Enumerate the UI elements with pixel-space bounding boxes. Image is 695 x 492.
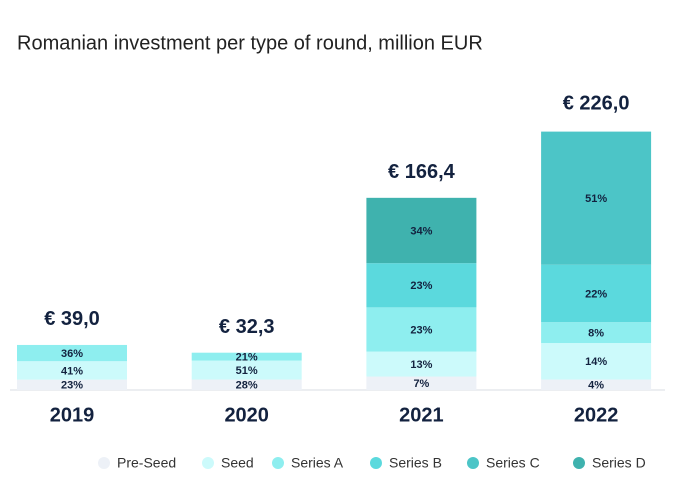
x-tick-label: 2021 [399,404,444,426]
segment-label: 34% [410,225,432,237]
segment-label: 22% [585,288,607,300]
bar-segment [366,263,477,308]
bar-segment [191,352,302,361]
bar-segment [366,197,477,264]
segment-label: 28% [236,380,258,392]
bar-segment [17,379,127,390]
bar-segment [541,343,652,380]
total-label: € 226,0 [563,92,630,114]
chart-title: Romanian investment per type of round, m… [17,32,483,54]
legend-marker [573,457,585,469]
legend-label: Pre-Seed [117,455,176,471]
bar-segment [17,361,127,380]
x-tick-label: 2022 [574,404,619,426]
bar-segment [191,360,302,380]
segment-label: 23% [61,380,83,392]
segment-label: 23% [410,324,432,336]
segment-label: 51% [236,365,258,377]
segment-label: 36% [61,348,83,360]
bar-segment [366,307,477,352]
segment-label: 21% [236,352,258,364]
legend-label: Series C [486,455,540,471]
segment-label: 23% [410,280,432,292]
legend-label: Series A [291,455,344,471]
total-label: € 32,3 [219,316,275,338]
legend-marker [98,457,110,469]
segment-label: 4% [588,380,604,392]
bar-segment [17,344,127,362]
bar-segment [541,379,652,390]
segment-label: 14% [585,356,607,368]
legend-marker [467,457,479,469]
total-label: € 166,4 [388,161,456,183]
legend-label: Seed [221,455,254,471]
legend-marker [370,457,382,469]
bar-segment [541,131,652,265]
legend-marker [202,457,214,469]
x-tick-label: 2020 [224,404,269,426]
bar-segment [191,379,302,390]
segment-label: 41% [61,365,83,377]
legend-label: Series B [389,455,442,471]
bar-segment [541,322,652,344]
segment-label: 13% [410,359,432,371]
segment-label: 8% [588,327,604,339]
bar-segment [366,376,477,390]
segment-label: 7% [413,378,429,390]
x-tick-label: 2019 [50,404,95,426]
bar-segment [366,351,477,377]
bar-segment [541,264,652,323]
legend-label: Series D [592,455,646,471]
legend-marker [272,457,284,469]
total-label: € 39,0 [44,308,100,330]
segment-label: 51% [585,193,607,205]
